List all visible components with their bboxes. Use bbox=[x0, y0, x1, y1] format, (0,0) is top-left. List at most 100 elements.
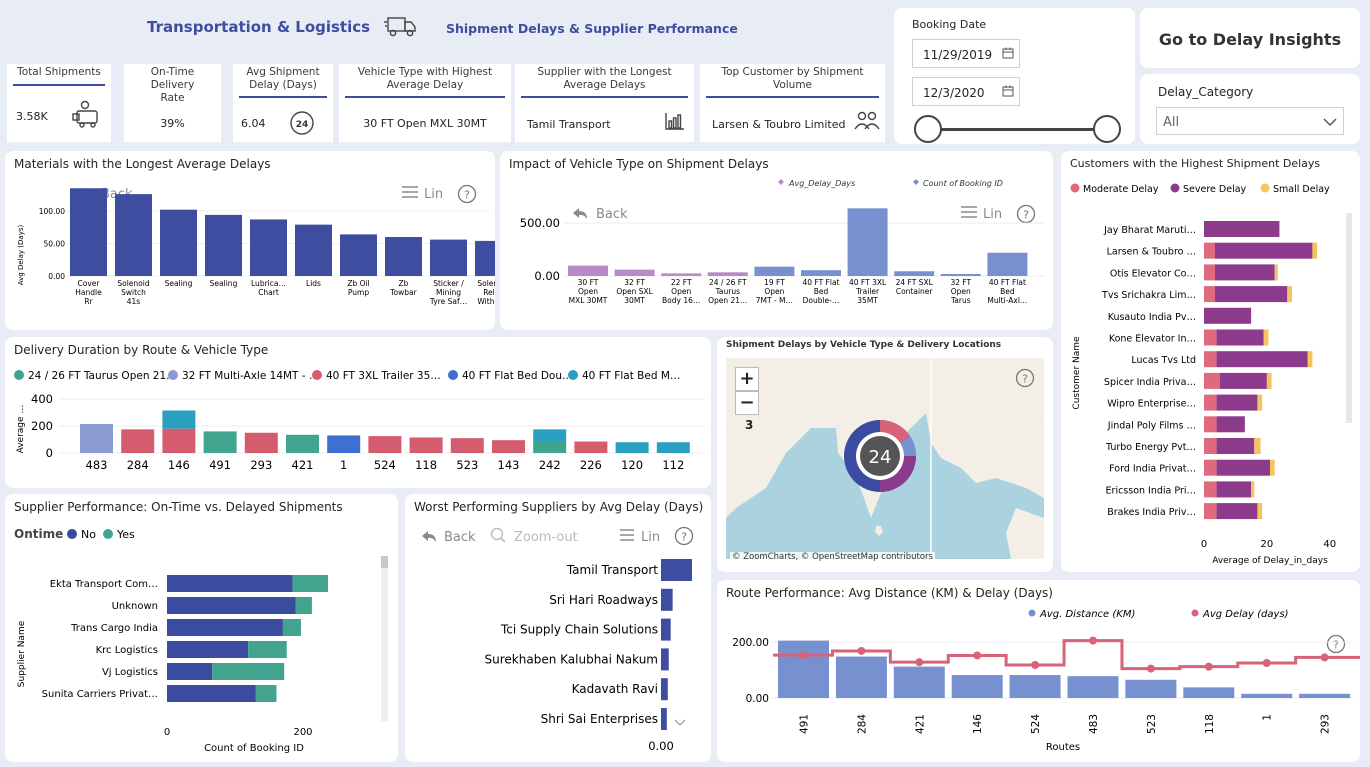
bar-segment[interactable] bbox=[255, 685, 277, 702]
bar[interactable] bbox=[661, 588, 673, 611]
bar-segment[interactable] bbox=[1219, 372, 1267, 389]
bar-segment[interactable] bbox=[1204, 503, 1217, 520]
bar-segment[interactable] bbox=[1257, 394, 1263, 411]
bar-segment[interactable] bbox=[1204, 438, 1217, 454]
bar-segment[interactable] bbox=[1251, 481, 1255, 498]
bar-segment[interactable] bbox=[533, 429, 567, 442]
bar[interactable] bbox=[661, 678, 668, 701]
bar-segment[interactable] bbox=[1263, 329, 1269, 346]
bar-segment[interactable] bbox=[162, 410, 196, 429]
bar-segment[interactable] bbox=[409, 437, 443, 453]
bar[interactable] bbox=[430, 239, 467, 276]
bar[interactable] bbox=[778, 640, 829, 698]
scrollbar[interactable] bbox=[1346, 213, 1352, 423]
bar[interactable] bbox=[754, 266, 795, 276]
bar-segment[interactable] bbox=[1204, 242, 1215, 259]
delay-point[interactable] bbox=[799, 651, 808, 660]
bar[interactable] bbox=[987, 252, 1028, 276]
delay-point[interactable] bbox=[1320, 653, 1329, 662]
bar-segment[interactable] bbox=[167, 597, 296, 614]
bar-segment[interactable] bbox=[1287, 286, 1292, 303]
bar-segment[interactable] bbox=[80, 423, 113, 453]
calendar-icon[interactable] bbox=[1002, 85, 1014, 97]
bar-segment[interactable] bbox=[450, 438, 484, 453]
bar[interactable] bbox=[940, 274, 981, 276]
delay-point[interactable] bbox=[1031, 660, 1040, 669]
bar-segment[interactable] bbox=[1216, 481, 1252, 498]
lin-button[interactable]: Lin bbox=[402, 186, 443, 202]
calendar-icon[interactable] bbox=[1002, 47, 1014, 59]
bar[interactable] bbox=[568, 265, 608, 276]
bar[interactable] bbox=[801, 270, 841, 276]
bar-segment[interactable] bbox=[1204, 221, 1280, 237]
bar-segment[interactable] bbox=[1215, 242, 1313, 259]
bar-segment[interactable] bbox=[1204, 394, 1217, 411]
bar-segment[interactable] bbox=[492, 440, 525, 453]
bar-segment[interactable] bbox=[656, 442, 690, 453]
bar-segment[interactable] bbox=[327, 435, 361, 453]
bar[interactable] bbox=[835, 656, 887, 698]
bar-segment[interactable] bbox=[286, 434, 319, 453]
bar-segment[interactable] bbox=[167, 663, 213, 680]
delay-point[interactable] bbox=[1262, 659, 1271, 667]
date-range-handle-start[interactable] bbox=[914, 115, 942, 143]
bar-segment[interactable] bbox=[295, 597, 312, 614]
bar-segment[interactable] bbox=[1215, 264, 1275, 281]
bar-segment[interactable] bbox=[1216, 459, 1270, 476]
bar[interactable] bbox=[70, 188, 107, 276]
delay-point[interactable] bbox=[1204, 662, 1213, 671]
delay-point[interactable] bbox=[1146, 664, 1155, 673]
bar-segment[interactable] bbox=[282, 619, 301, 636]
bar-segment[interactable] bbox=[1204, 264, 1215, 281]
bar[interactable] bbox=[1067, 676, 1119, 698]
bar[interactable] bbox=[115, 194, 152, 276]
bar[interactable] bbox=[661, 273, 702, 276]
bar-segment[interactable] bbox=[167, 685, 256, 702]
bar[interactable] bbox=[475, 240, 495, 276]
bar-segment[interactable] bbox=[167, 641, 249, 658]
scrollbar[interactable] bbox=[381, 556, 388, 721]
bar-segment[interactable] bbox=[1307, 351, 1313, 368]
bar[interactable] bbox=[847, 208, 888, 276]
help-icon[interactable]: ? bbox=[674, 526, 694, 546]
lin-button[interactable]: Lin bbox=[961, 206, 1002, 222]
bar[interactable] bbox=[661, 648, 669, 671]
bar-segment[interactable] bbox=[244, 432, 278, 453]
delay-category-dropdown[interactable]: All bbox=[1156, 107, 1344, 135]
bar[interactable] bbox=[295, 224, 332, 276]
bar[interactable] bbox=[661, 559, 692, 581]
help-icon[interactable]: ? bbox=[1015, 368, 1035, 388]
bar[interactable] bbox=[707, 272, 748, 276]
bar-segment[interactable] bbox=[1312, 242, 1318, 259]
bar-segment[interactable] bbox=[248, 641, 287, 658]
bar-segment[interactable] bbox=[167, 619, 283, 636]
lin-button[interactable]: Lin bbox=[620, 529, 660, 545]
bar-segment[interactable] bbox=[1254, 438, 1261, 454]
bar-segment[interactable] bbox=[162, 428, 196, 453]
bar[interactable] bbox=[661, 618, 671, 641]
bar[interactable] bbox=[614, 269, 655, 276]
delay-point[interactable] bbox=[973, 651, 982, 660]
chevron-down-icon[interactable] bbox=[674, 719, 686, 726]
bar-segment[interactable] bbox=[1274, 264, 1278, 281]
bar[interactable] bbox=[951, 675, 1003, 698]
delay-point[interactable] bbox=[915, 658, 924, 667]
bar[interactable] bbox=[894, 271, 935, 276]
bar-segment[interactable] bbox=[292, 575, 328, 592]
bar-segment[interactable] bbox=[1215, 286, 1288, 303]
scrollbar-thumb[interactable] bbox=[381, 556, 388, 568]
bar-segment[interactable] bbox=[1216, 416, 1245, 433]
bar[interactable] bbox=[340, 234, 377, 276]
bar[interactable] bbox=[893, 666, 945, 698]
bar-segment[interactable] bbox=[167, 575, 293, 592]
bar[interactable] bbox=[160, 209, 197, 276]
bar-segment[interactable] bbox=[574, 441, 608, 453]
bar[interactable] bbox=[385, 237, 422, 276]
bar-segment[interactable] bbox=[1204, 329, 1217, 346]
bar-segment[interactable] bbox=[1204, 286, 1215, 303]
bar[interactable] bbox=[250, 219, 287, 276]
bar-segment[interactable] bbox=[1216, 351, 1308, 368]
end-date-input[interactable]: 12/3/2020 bbox=[912, 77, 1020, 106]
date-range-handle-end[interactable] bbox=[1093, 115, 1121, 143]
bar-segment[interactable] bbox=[615, 442, 649, 453]
